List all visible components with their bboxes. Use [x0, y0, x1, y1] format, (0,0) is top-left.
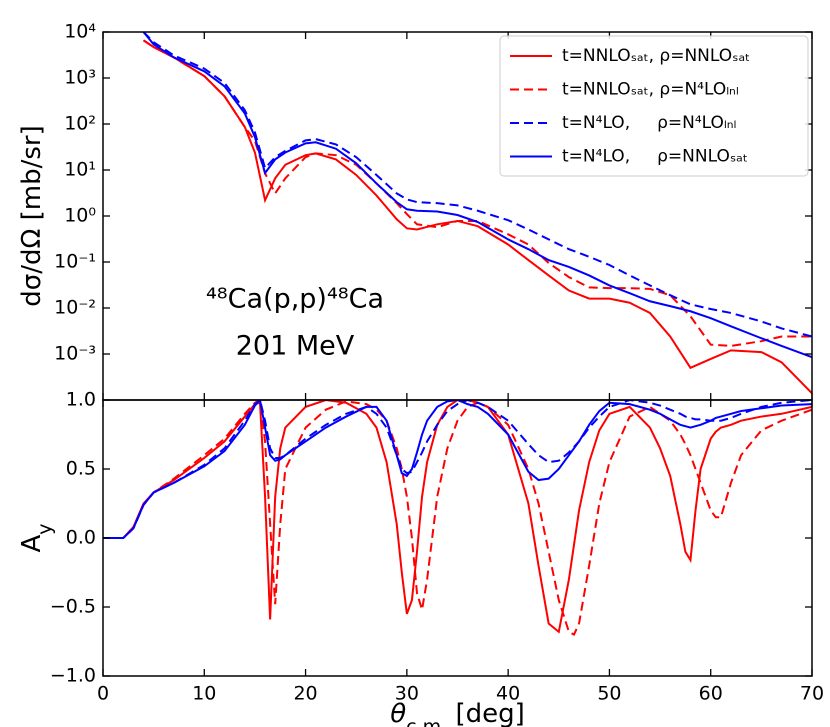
- y-tick-label: 10⁰: [64, 205, 96, 227]
- y-tick-label: 0.0: [66, 527, 96, 549]
- legend-label: t=NNLOₛₐₜ, ρ=N⁴LOₗₙₗ: [562, 80, 739, 100]
- x-tick-label: 60: [699, 683, 723, 705]
- series-line: [142, 32, 812, 338]
- series-line: [142, 39, 812, 347]
- x-axis-label-part: θ: [390, 699, 406, 727]
- y-tick-label: −0.5: [50, 596, 96, 618]
- legend-label: t=NNLOₛₐₜ, ρ=NNLOₛₐₜ: [562, 46, 750, 66]
- annotation: ⁴⁸Ca(p,p)⁴⁸Ca: [206, 284, 384, 315]
- x-axis-label-part: [deg]: [447, 699, 525, 727]
- x-tick-label: 70: [800, 683, 824, 705]
- y-tick-label: 0.5: [66, 458, 96, 480]
- legend-label: t=N⁴LO, ρ=NNLOₛₐₜ: [562, 147, 748, 167]
- x-tick-label: 30: [395, 683, 419, 705]
- x-tick-label: 50: [597, 683, 621, 705]
- y-axis-label-part: y: [34, 523, 56, 534]
- plot-frame: [102, 399, 813, 677]
- y-tick-label: 10⁻¹: [54, 251, 96, 273]
- legend-label: t=N⁴LO, ρ=N⁴LOₗₙₗ: [562, 113, 736, 133]
- x-axis-label: θc.m. [deg]: [390, 699, 525, 727]
- y-axis-label: Ay: [17, 523, 56, 552]
- y-tick-label: 10³: [64, 67, 96, 89]
- y-tick-label: 1.0: [66, 389, 96, 411]
- series-line: [142, 32, 812, 359]
- y-tick-label: −1.0: [50, 665, 96, 687]
- series-line: [103, 400, 812, 634]
- x-tick-label: 20: [293, 683, 317, 705]
- y-tick-label: 10¹: [64, 159, 96, 181]
- x-tick-label: 40: [496, 683, 520, 705]
- y-tick-label: 10⁻²: [54, 297, 96, 319]
- y-tick-label: 10²: [64, 113, 96, 135]
- series-line: [142, 39, 812, 394]
- y-tick-label: 10⁻³: [54, 343, 96, 365]
- y-axis-label-part: A: [17, 535, 47, 553]
- series-line: [103, 400, 812, 539]
- y-axis-label: dσ/dΩ [mb/sr]: [17, 125, 47, 307]
- x-tick-label: 0: [97, 683, 109, 705]
- y-tick-label: 10⁴: [64, 21, 96, 43]
- x-axis-label-part: c.m.: [406, 716, 447, 727]
- series-line: [103, 400, 812, 636]
- annotation: 201 MeV: [236, 331, 355, 362]
- legend-box: [499, 35, 809, 177]
- x-tick-label: 10: [192, 683, 216, 705]
